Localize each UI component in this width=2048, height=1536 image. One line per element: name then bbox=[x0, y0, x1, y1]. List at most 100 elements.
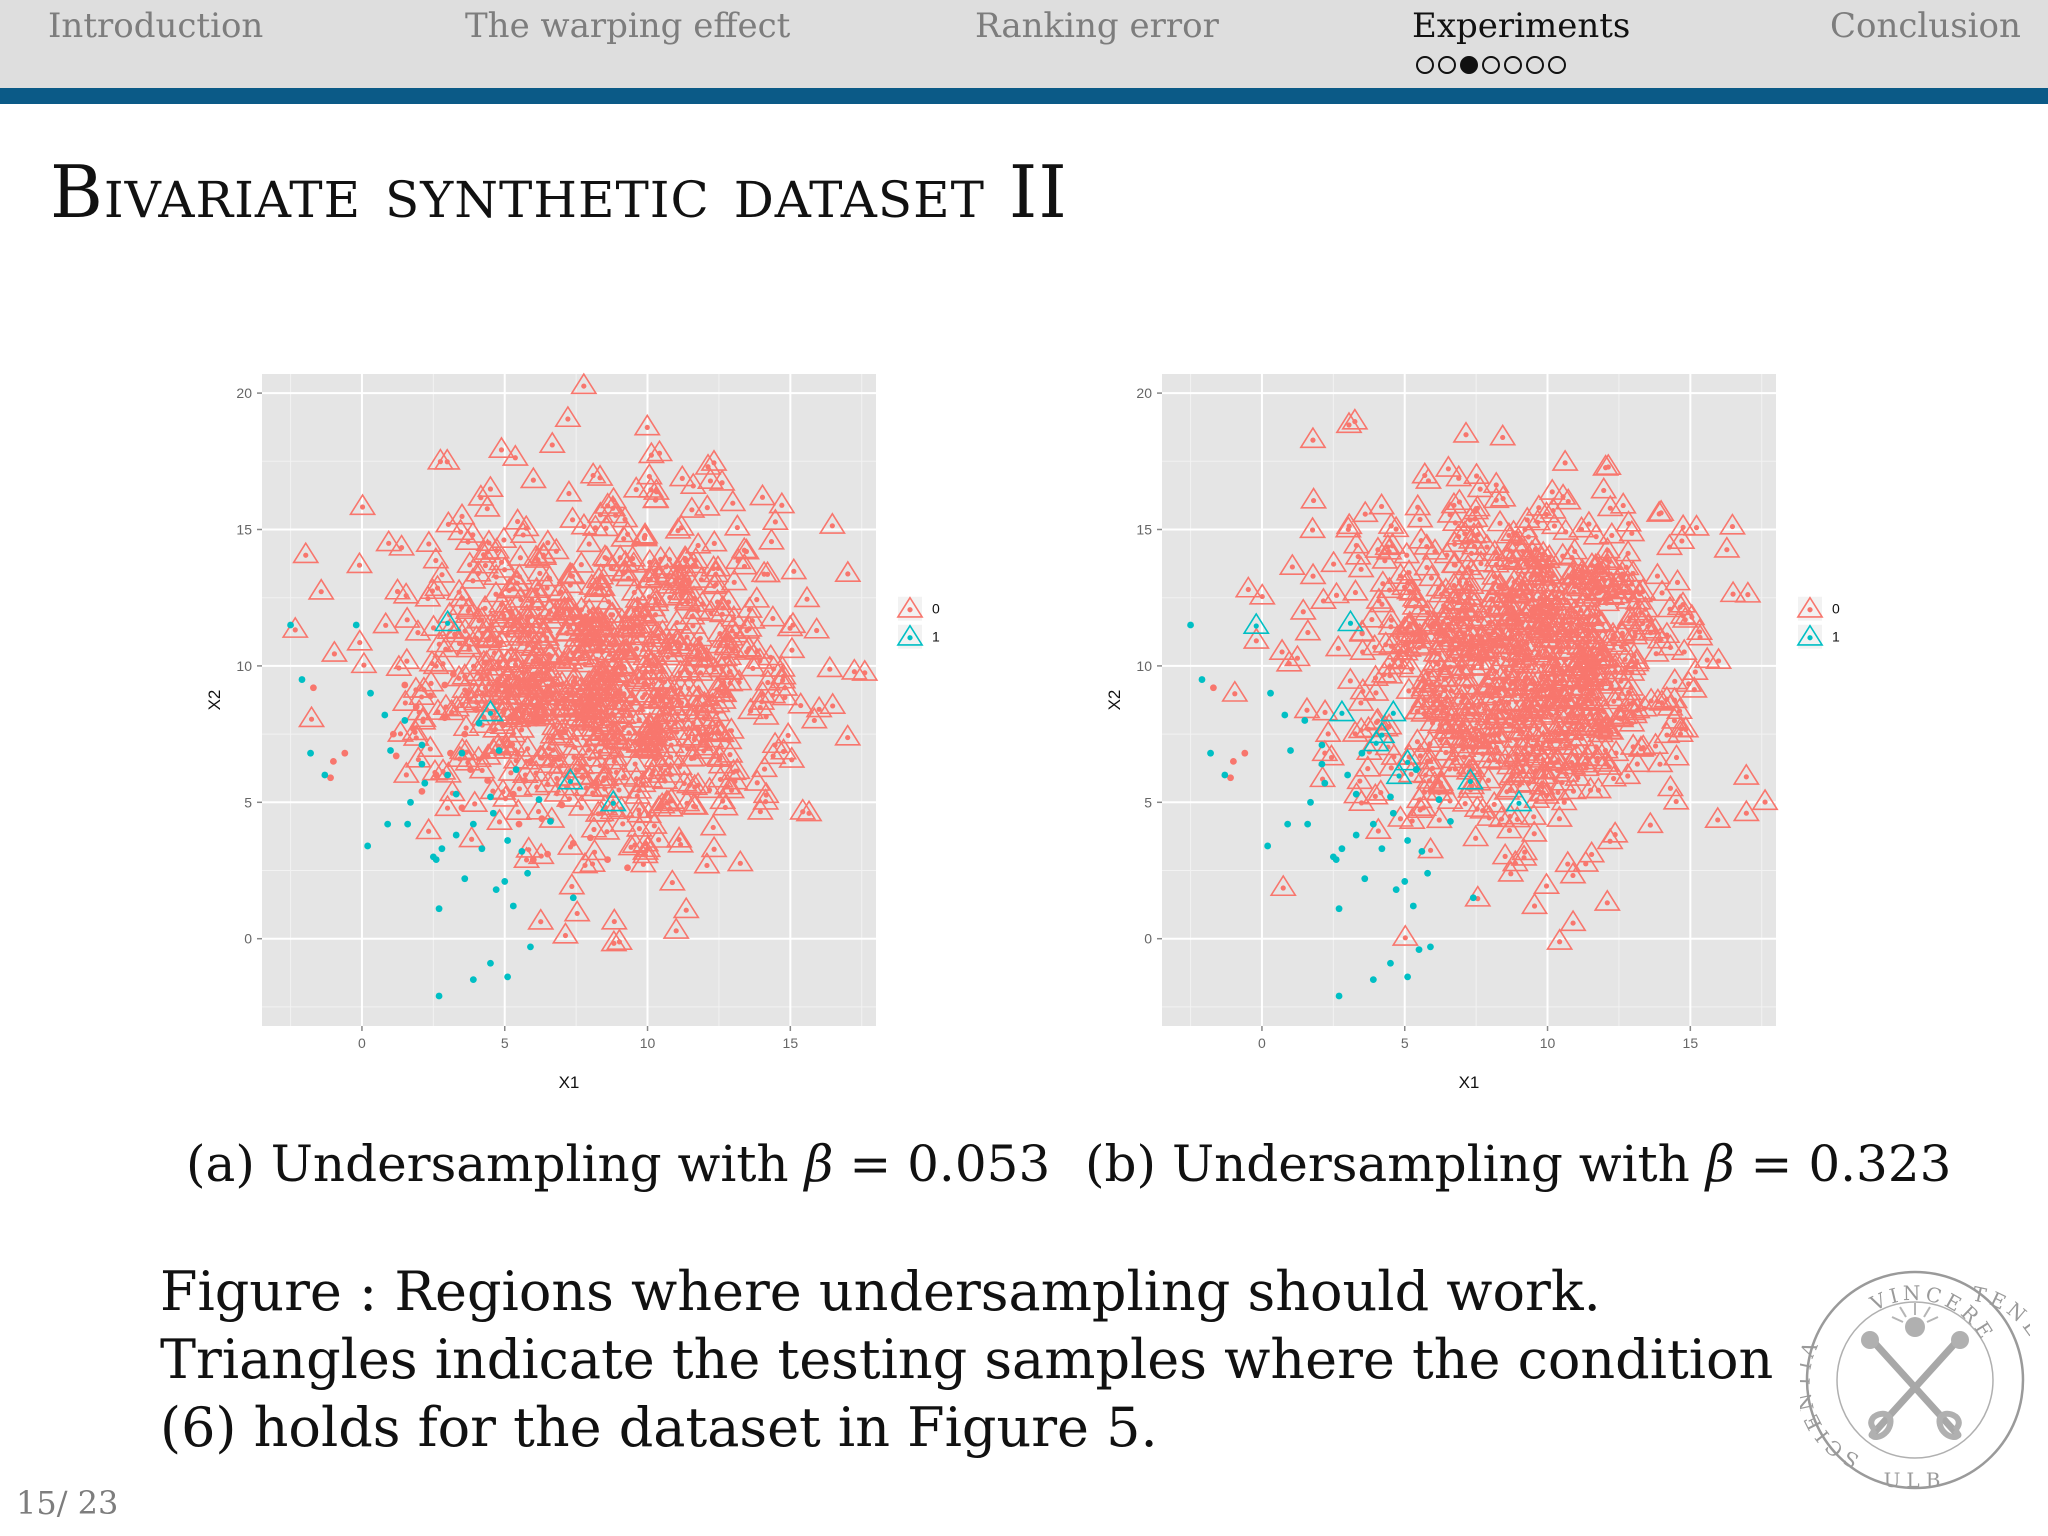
class0-triangle-center bbox=[771, 666, 777, 672]
class0-triangle bbox=[1533, 612, 1561, 635]
class0-triangle-center bbox=[1578, 526, 1585, 532]
class0-triangle-center bbox=[633, 487, 639, 493]
class0-triangle bbox=[1364, 817, 1392, 840]
nav-experiments[interactable]: Experiments bbox=[1412, 6, 1631, 46]
class0-triangle-center bbox=[1543, 793, 1550, 799]
class0-triangle-center bbox=[642, 852, 649, 858]
class0-triangle bbox=[1499, 646, 1527, 668]
class0-triangle-center bbox=[694, 705, 700, 711]
class0-triangle-center bbox=[621, 692, 627, 698]
class1-point bbox=[384, 820, 392, 828]
class0-triangle bbox=[559, 667, 588, 690]
class1-point bbox=[1301, 717, 1309, 724]
class0-triangle-center bbox=[798, 702, 804, 709]
class0-triangle bbox=[1647, 499, 1675, 521]
class0-triangle bbox=[455, 632, 483, 655]
class0-triangle-center bbox=[716, 642, 723, 648]
class0-triangle-center bbox=[690, 623, 696, 629]
progress-dot[interactable] bbox=[1548, 56, 1566, 74]
progress-dot[interactable] bbox=[1460, 56, 1478, 74]
class0-triangle bbox=[774, 721, 802, 744]
class0-triangle bbox=[761, 731, 789, 754]
class0-triangle-center bbox=[504, 748, 510, 754]
class0-triangle bbox=[1299, 516, 1327, 539]
class0-triangle-center bbox=[690, 483, 696, 489]
class1-point bbox=[401, 717, 409, 724]
class0-triangle bbox=[1623, 750, 1651, 773]
class0-triangle-center bbox=[453, 705, 460, 711]
progress-dot[interactable] bbox=[1438, 56, 1456, 74]
class0-triangle-center bbox=[1452, 766, 1458, 772]
class0-point bbox=[1229, 757, 1237, 765]
class0-triangle-center bbox=[791, 568, 797, 574]
progress-dot[interactable] bbox=[1504, 56, 1522, 74]
nav-ranking-error[interactable]: Ranking error bbox=[975, 6, 1219, 46]
class0-triangle-center bbox=[590, 725, 596, 731]
class0-triangle-center bbox=[1492, 757, 1498, 763]
class0-triangle-center bbox=[579, 774, 585, 780]
class0-triangle bbox=[700, 449, 728, 471]
class0-triangle bbox=[1524, 725, 1552, 748]
class0-triangle bbox=[1576, 602, 1604, 625]
nav-warping-effect[interactable]: The warping effect bbox=[465, 6, 791, 46]
class0-triangle bbox=[1311, 739, 1339, 762]
class0-triangle-center bbox=[1601, 487, 1607, 494]
class0-point bbox=[555, 755, 563, 763]
class0-triangle bbox=[455, 686, 483, 708]
class0-triangle bbox=[550, 595, 579, 618]
class0-triangle-center bbox=[538, 853, 544, 859]
class0-triangle-center bbox=[686, 782, 693, 788]
class0-triangle bbox=[628, 621, 656, 644]
progress-dot[interactable] bbox=[1526, 56, 1544, 74]
class0-triangle-center bbox=[569, 883, 575, 890]
nav-conclusion[interactable]: Conclusion bbox=[1830, 6, 2021, 46]
class0-triangle-center bbox=[720, 698, 726, 704]
class0-triangle-center bbox=[1647, 822, 1653, 828]
class0-triangle-center bbox=[523, 857, 530, 863]
class0-triangle bbox=[505, 775, 533, 797]
class0-triangle bbox=[685, 684, 713, 706]
class0-triangle bbox=[715, 643, 743, 666]
class1-point bbox=[352, 621, 360, 629]
progress-dot[interactable] bbox=[1482, 56, 1500, 74]
class0-triangle bbox=[1322, 581, 1351, 604]
class0-triangle-center bbox=[628, 844, 634, 850]
class0-triangle bbox=[533, 627, 561, 649]
x-tick-label: 5 bbox=[1401, 1035, 1409, 1051]
class0-triangle-center bbox=[637, 610, 643, 616]
legend-label-1: 1 bbox=[1832, 629, 1840, 645]
class0-triangle-center bbox=[608, 612, 614, 618]
class0-triangle bbox=[840, 658, 868, 680]
class0-triangle-center bbox=[1730, 591, 1736, 597]
class0-triangle bbox=[668, 464, 696, 487]
class0-triangle bbox=[1653, 685, 1681, 708]
class0-triangle bbox=[750, 755, 779, 778]
class0-triangle bbox=[771, 683, 799, 706]
class0-triangle bbox=[471, 594, 499, 617]
class0-triangle-center bbox=[772, 742, 778, 748]
class0-triangle bbox=[1615, 678, 1643, 701]
y-tick-label: 10 bbox=[1136, 658, 1152, 674]
class0-triangle bbox=[574, 620, 602, 643]
class0-triangle bbox=[1493, 545, 1521, 568]
class0-triangle bbox=[592, 764, 620, 787]
class0-triangle bbox=[605, 928, 633, 950]
class0-triangle bbox=[1293, 696, 1321, 719]
class0-triangle-center bbox=[1502, 603, 1508, 609]
progress-dot[interactable] bbox=[1416, 56, 1434, 74]
class0-triangle bbox=[711, 644, 739, 667]
class0-triangle bbox=[586, 464, 614, 486]
class0-triangle bbox=[1434, 455, 1462, 477]
class0-triangle-center bbox=[667, 805, 673, 812]
nav-introduction[interactable]: Introduction bbox=[48, 6, 264, 46]
class0-triangle-center bbox=[827, 666, 833, 672]
class0-triangle-center bbox=[1612, 832, 1618, 838]
class0-triangle-center bbox=[673, 928, 679, 934]
class0-triangle bbox=[1482, 550, 1510, 573]
class0-triangle bbox=[655, 545, 684, 568]
class0-triangle bbox=[445, 578, 473, 601]
class0-triangle-center bbox=[1604, 900, 1610, 906]
class0-triangle bbox=[1656, 595, 1684, 618]
class0-triangle-center bbox=[1448, 688, 1454, 694]
class0-triangle bbox=[1517, 693, 1546, 716]
